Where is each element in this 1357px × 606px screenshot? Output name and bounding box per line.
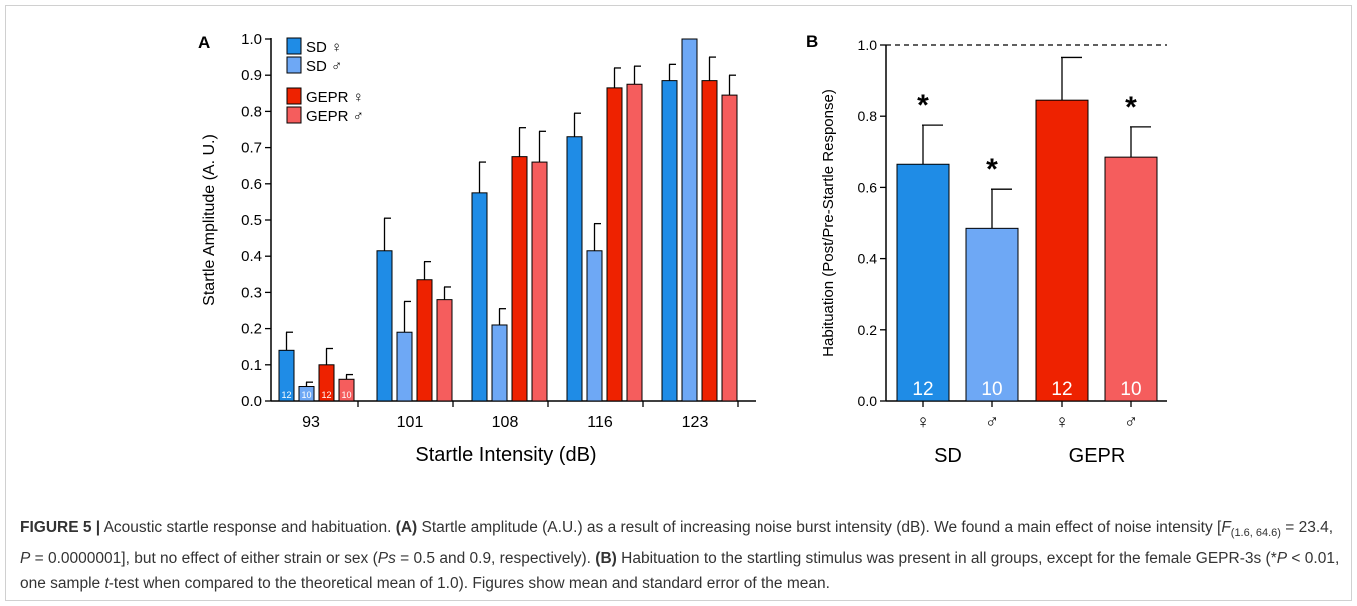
bar (298, 386, 315, 402)
x-axis-title: Startle Intensity (dB) (415, 444, 596, 466)
panel-a-label: A (198, 33, 210, 52)
bar (511, 156, 528, 402)
y-tick-label: 0.7 (241, 140, 262, 157)
bar (491, 324, 508, 402)
y-tick-label: 0.5 (241, 212, 262, 229)
bar (606, 87, 623, 402)
bar (661, 80, 678, 402)
bar (701, 80, 718, 402)
y-tick-label: 1.0 (241, 31, 262, 48)
significance-asterisk: * (1125, 91, 1137, 124)
legend-swatch (286, 106, 302, 124)
caption-panel-a-label: (A) (395, 519, 418, 536)
y-tick-label: 1.0 (858, 37, 878, 53)
y-tick-label: 0.0 (241, 393, 262, 410)
y-tick-label: 0.4 (858, 251, 878, 267)
caption-text: Acoustic startle response and habituatio… (100, 519, 396, 536)
group-label: GEPR (1069, 445, 1126, 467)
caption-stat-df: (1.6, 64.6) (1230, 527, 1281, 540)
caption-stat: F (1221, 519, 1231, 536)
y-tick-label: 0.8 (858, 108, 878, 124)
group-label: SD (934, 445, 962, 467)
y-tick-label: 0.6 (858, 179, 878, 195)
panel-b-chart: B 0.0 0.2 0.4 0.6 0.8 1.0 Habituation (Post/Pre… (806, 32, 1167, 467)
bar (586, 250, 603, 402)
bar-n-label: 12 (912, 379, 933, 400)
x-tick-label: 101 (397, 414, 424, 431)
caption-text: = 0.0000001], but no effect of either st… (30, 550, 378, 568)
legend-label: SD ♂ (306, 58, 342, 75)
bar (896, 163, 950, 402)
legend-label: GEPR ♂ (306, 108, 364, 125)
caption-panel-b-label: (B) (595, 550, 617, 568)
caption-stat: P (20, 550, 31, 568)
x-tick-label: ♀ (1055, 412, 1069, 433)
x-tick-label: 123 (682, 414, 709, 431)
legend-swatch (286, 56, 302, 74)
y-tick-label: 0.3 (241, 284, 262, 301)
y-tick-label: 0.2 (241, 321, 262, 338)
caption-stat: P (1276, 550, 1288, 568)
caption-text: Habituation to the startling stimulus wa… (616, 550, 1277, 568)
legend-label: GEPR ♀ (306, 89, 364, 106)
bar (1104, 156, 1158, 402)
legend-swatch (286, 87, 302, 105)
bar (721, 94, 738, 402)
bar (681, 38, 698, 402)
caption-figure-label: FIGURE 5 | (20, 519, 101, 536)
bar (318, 364, 335, 402)
panel-b-label: B (806, 32, 818, 51)
y-tick-label: 0.0 (858, 393, 878, 409)
y-tick-label: 0.4 (241, 248, 262, 265)
figure-caption: FIGURE 5 | Acoustic startle response and… (20, 515, 1340, 596)
bar-n-label: 12 (321, 390, 331, 400)
y-tick-label: 0.1 (241, 357, 262, 374)
caption-text: < 0.01, one sample (20, 550, 1340, 593)
bar-n-label: 10 (1120, 379, 1141, 400)
bar (278, 349, 295, 402)
significance-asterisk: * (986, 153, 998, 186)
caption-text: = 0.5 and 0.9, respectively). (395, 550, 596, 568)
y-tick-label: 0.9 (241, 67, 262, 84)
y-axis-title: Habituation (Post/Pre-Startle Response) (820, 89, 837, 357)
x-tick-label: 116 (587, 414, 613, 431)
bar (531, 161, 548, 402)
bar-n-label: 10 (981, 379, 1002, 400)
x-tick-label: 93 (302, 414, 320, 431)
caption-text: = 23.4, (1280, 519, 1334, 536)
bar (436, 299, 453, 402)
bar (471, 192, 488, 402)
y-tick-label: 0.8 (241, 103, 262, 120)
x-tick-label: ♂ (1124, 412, 1138, 433)
caption-stat: Ps (377, 550, 396, 568)
legend-label: SD ♀ (306, 39, 342, 56)
caption-stat: t (104, 575, 109, 593)
x-tick-label: ♂ (985, 412, 999, 433)
bar-n-label: 12 (281, 390, 291, 400)
bar (626, 83, 643, 402)
bar-n-label: 12 (1051, 379, 1072, 400)
bar (376, 250, 393, 402)
caption-text: Startle amplitude (A.U.) as a result of … (417, 519, 1222, 536)
bar (965, 227, 1019, 402)
significance-asterisk: * (917, 89, 929, 122)
figure-frame: A 0.0 0.1 0.2 0.3 0.4 0.5 0.6 0.7 0.8 0.9 1.0 Startl… (5, 5, 1352, 601)
x-tick-label: 108 (492, 414, 519, 431)
bar-n-label: 10 (341, 390, 351, 400)
y-tick-label: 0.2 (858, 322, 878, 338)
caption-text: -test when compared to the theoretical m… (108, 575, 830, 593)
panel-a-chart: A 0.0 0.1 0.2 0.3 0.4 0.5 0.6 0.7 0.8 0.9 1.0 Startl… (198, 31, 756, 466)
bar (416, 279, 433, 402)
bar (338, 378, 355, 402)
y-tick-label: 0.6 (241, 176, 262, 193)
bar (1035, 99, 1089, 402)
bar (396, 331, 413, 402)
y-axis-title: Startle Amplitude (A. U.) (201, 134, 218, 306)
legend-swatch (286, 37, 302, 55)
bar (566, 136, 583, 402)
bar-n-label: 10 (301, 390, 311, 400)
x-tick-label: ♀ (916, 412, 930, 433)
